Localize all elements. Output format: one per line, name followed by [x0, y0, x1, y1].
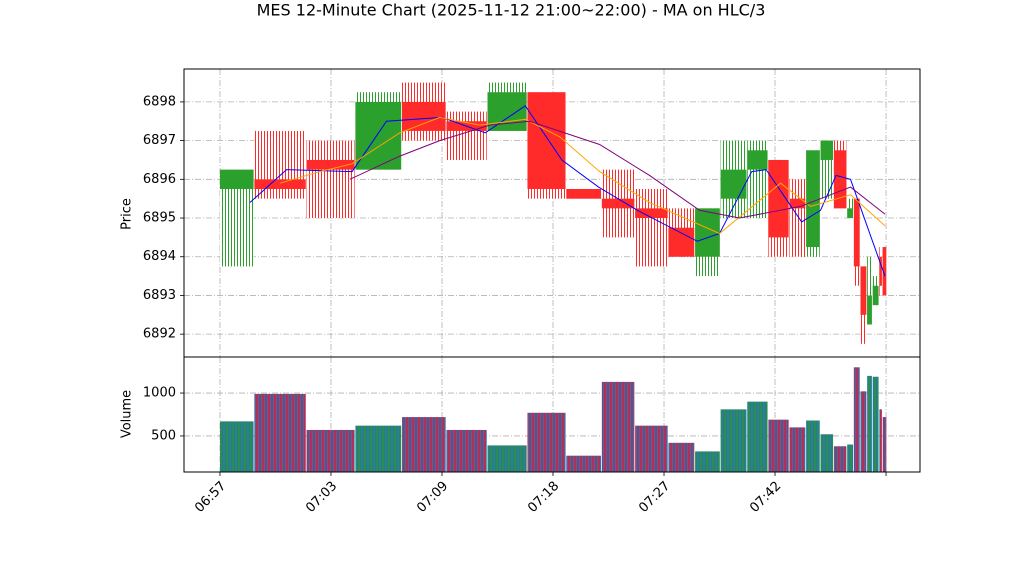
y-tick-label: 6898: [143, 94, 176, 109]
candle-body: [867, 295, 872, 325]
volume-bar: [566, 455, 602, 472]
volume-bar: [487, 445, 527, 472]
volume-bar: [768, 419, 789, 472]
volume-bar: [882, 417, 887, 472]
ma-line: [279, 116, 886, 235]
candle-body: [527, 92, 566, 189]
candle-body: [601, 198, 635, 209]
volume-axis-label: Volume: [120, 390, 135, 438]
volume-bar: [219, 421, 254, 472]
candle-body: [872, 285, 879, 306]
candle-body: [806, 150, 820, 248]
candle-body: [695, 208, 720, 257]
candle-body: [254, 179, 306, 189]
candle-body: [747, 150, 768, 170]
volume-bar: [879, 409, 882, 472]
volume-bar: [695, 451, 720, 472]
volume-bar: [747, 401, 768, 472]
candle-body: [879, 256, 882, 286]
volume-bar: [668, 442, 695, 472]
candle-body: [847, 208, 854, 219]
candle-body: [789, 198, 806, 209]
candle-body: [720, 169, 747, 199]
candle-body: [219, 169, 254, 189]
candle-wick: [306, 140, 355, 219]
y-tick-label: 6897: [143, 133, 176, 148]
y-tick-label: 500: [151, 428, 176, 443]
y-tick-label: 1000: [143, 386, 176, 401]
volume-bar: [355, 425, 402, 472]
volume-bar: [847, 444, 854, 472]
ma-line: [349, 120, 886, 219]
volume-bar: [527, 412, 566, 472]
volume-bar: [601, 381, 635, 472]
candle-wick: [635, 189, 668, 267]
volume-bar: [720, 409, 747, 472]
volume-bar: [833, 446, 847, 472]
y-tick-label: 6896: [143, 172, 176, 187]
volume-bar: [853, 367, 860, 472]
candle-body: [668, 227, 695, 257]
candle-body: [853, 198, 860, 267]
y-tick-label: 6893: [143, 288, 176, 303]
volume-bar: [446, 429, 487, 472]
y-tick-label: 6892: [143, 327, 176, 342]
y-tick-label: 6895: [143, 211, 176, 226]
candle-wick: [867, 256, 872, 325]
candle-body: [566, 189, 602, 199]
candle-body: [833, 150, 847, 209]
candle-body: [635, 208, 668, 219]
y-axis-label: Price: [120, 198, 135, 230]
chart-title: MES 12-Minute Chart (2025-11-12 21:00~22…: [257, 1, 766, 20]
volume-bar: [402, 417, 446, 472]
volume-bar: [860, 391, 867, 472]
y-tick-label: 6894: [143, 249, 176, 264]
volume-bar: [789, 427, 806, 472]
volume-bar: [820, 434, 834, 472]
volume-bar: [806, 420, 820, 472]
candle-body: [820, 140, 834, 160]
volume-bar: [306, 429, 355, 472]
candle-wick: [446, 111, 487, 160]
volume-bar: [635, 425, 668, 472]
candle-body: [355, 101, 402, 170]
volume-bar: [872, 376, 879, 472]
candle-body: [768, 159, 789, 238]
volume-bar: [254, 393, 306, 472]
candle-wick: [847, 198, 854, 219]
volume-bar: [867, 375, 872, 472]
ma-line: [249, 105, 886, 277]
volume-frame: [183, 356, 921, 473]
candle-body: [402, 101, 446, 131]
candle-body: [306, 159, 355, 170]
candle-wick: [789, 179, 806, 257]
candle-body: [882, 247, 887, 296]
candle-body: [860, 266, 867, 315]
